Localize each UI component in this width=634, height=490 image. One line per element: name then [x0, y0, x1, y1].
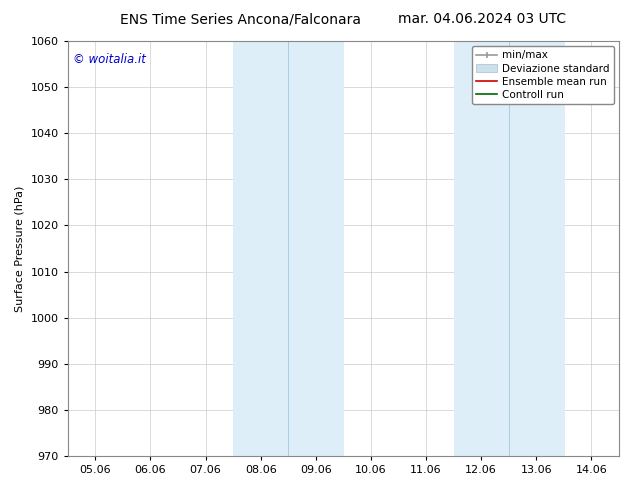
Legend: min/max, Deviazione standard, Ensemble mean run, Controll run: min/max, Deviazione standard, Ensemble m…	[472, 46, 614, 104]
Bar	[233, 41, 344, 456]
Y-axis label: Surface Pressure (hPa): Surface Pressure (hPa)	[15, 185, 25, 312]
Text: mar. 04.06.2024 03 UTC: mar. 04.06.2024 03 UTC	[398, 12, 566, 26]
Bar	[453, 41, 564, 456]
Text: © woitalia.it: © woitalia.it	[73, 53, 146, 67]
Text: ENS Time Series Ancona/Falconara: ENS Time Series Ancona/Falconara	[120, 12, 361, 26]
